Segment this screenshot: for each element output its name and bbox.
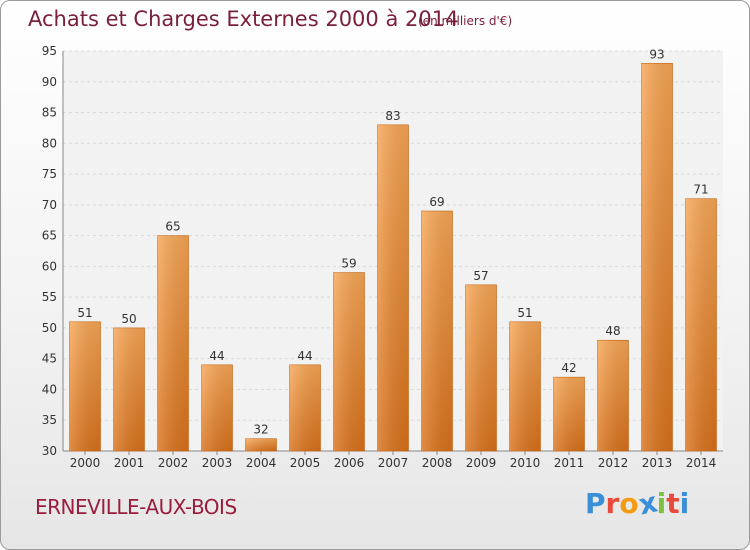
bar-shade: [685, 198, 717, 451]
x-tick-label: 2011: [554, 456, 585, 470]
bar-shade: [421, 211, 453, 451]
y-tick-label: 75: [42, 167, 57, 181]
x-tick-label: 2001: [114, 456, 145, 470]
y-tick-label: 50: [42, 321, 57, 335]
y-tick-label: 60: [42, 259, 57, 273]
value-label: 83: [385, 109, 400, 123]
y-tick-label: 65: [42, 229, 57, 243]
x-tick-label: 2000: [70, 456, 101, 470]
value-label: 42: [561, 361, 576, 375]
bar-shade: [509, 321, 541, 451]
logo-letter: t: [666, 487, 680, 520]
y-tick-label: 30: [42, 444, 57, 458]
y-tick-label: 40: [42, 382, 57, 396]
value-label: 71: [693, 183, 708, 197]
logo-letter: i: [656, 487, 667, 520]
x-tick-label: 2007: [378, 456, 409, 470]
value-label: 51: [517, 306, 532, 320]
logo-letter: i: [679, 487, 690, 520]
x-tick-label: 2003: [202, 456, 233, 470]
value-label: 32: [253, 423, 268, 437]
chart-title: Achats et Charges Externes 2000 à 2014: [28, 7, 459, 31]
x-tick-label: 2006: [334, 456, 365, 470]
logo-letter: r: [605, 487, 620, 520]
y-tick-label: 80: [42, 136, 57, 150]
x-tick-label: 2010: [510, 456, 541, 470]
commune-name: ERNEVILLE-AUX-BOIS: [35, 495, 237, 519]
value-label: 59: [341, 257, 356, 271]
x-tick-label: 2012: [598, 456, 629, 470]
value-label: 57: [473, 269, 488, 283]
bar-shade: [245, 438, 277, 451]
x-tick-label: 2014: [686, 456, 717, 470]
bar-shade: [553, 377, 585, 451]
x-tick-label: 2004: [246, 456, 277, 470]
y-tick-label: 45: [42, 352, 57, 366]
chart-subtitle: (en milliers d'€): [418, 14, 513, 28]
y-tick-label: 90: [42, 75, 57, 89]
y-tick-label: 55: [42, 290, 57, 304]
y-tick-label: 85: [42, 106, 57, 120]
value-label: 69: [429, 195, 444, 209]
bar-shade: [641, 63, 673, 452]
x-tick-label: 2009: [466, 456, 497, 470]
bar-shade: [201, 364, 233, 451]
bar-shade: [289, 364, 321, 451]
value-label: 51: [77, 306, 92, 320]
x-tick-label: 2002: [158, 456, 189, 470]
y-tick-label: 95: [42, 44, 57, 58]
value-label: 93: [649, 47, 664, 61]
bar-shade: [465, 284, 497, 451]
logo-letter: o: [619, 487, 639, 520]
proxiti-logo: Proxiti: [585, 485, 690, 521]
bar-shade: [333, 272, 365, 451]
bar-shade: [113, 327, 145, 451]
x-tick-label: 2008: [422, 456, 453, 470]
bar-shade: [157, 235, 189, 451]
value-label: 44: [209, 349, 224, 363]
logo-letter: P: [585, 487, 606, 520]
value-label: 65: [165, 220, 180, 234]
bar-shade: [377, 124, 409, 451]
value-label: 48: [605, 324, 620, 338]
bar-shade: [69, 321, 101, 451]
x-tick-label: 2013: [642, 456, 673, 470]
y-tick-label: 70: [42, 198, 57, 212]
y-tick-label: 35: [42, 413, 57, 427]
bar-shade: [597, 340, 629, 451]
x-tick-label: 2005: [290, 456, 321, 470]
value-label: 50: [121, 312, 136, 326]
value-label: 44: [297, 349, 312, 363]
